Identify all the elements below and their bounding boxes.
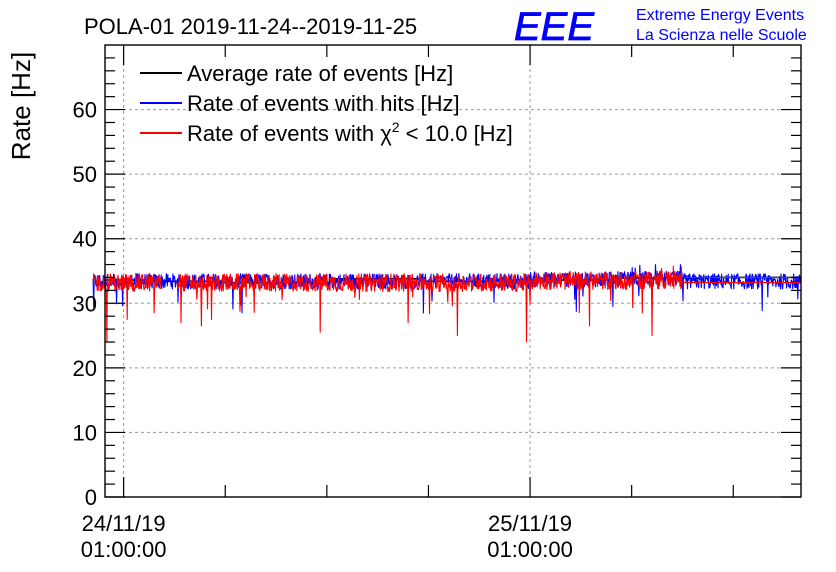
y-tick-label: 10: [73, 420, 97, 445]
chart-title: POLA-01 2019-11-24--2019-11-25: [84, 14, 417, 39]
legend-text: Average rate of events [Hz]: [187, 61, 453, 86]
y-tick-label: 30: [73, 291, 97, 316]
legend-superscript: 2: [392, 119, 400, 135]
eee-logo-line-2: La Scienza nelle Scuole: [636, 27, 807, 44]
series-line-2: [92, 265, 801, 343]
legend-text: Rate of events with χ: [187, 121, 392, 146]
y-tick-label: 20: [73, 356, 97, 381]
series-layer: [92, 264, 802, 343]
eee-logo-line-1: Extreme Energy Events: [636, 7, 804, 24]
x-tick-time: 01:00:00: [487, 537, 573, 562]
y-tick-label: 50: [73, 162, 97, 187]
series-line-1: [92, 264, 802, 314]
x-tick-date: 25/11/19: [488, 511, 572, 536]
plot-frame: [104, 44, 802, 498]
y-tick-labels: 0 10 20 30 40 50 60: [73, 98, 97, 510]
legend-suffix: < 10.0 [Hz]: [400, 121, 513, 146]
legend-entry-0: Average rate of events [Hz]: [187, 61, 453, 86]
axis-ticks: [105, 45, 801, 498]
y-tick-label: 0: [85, 485, 97, 510]
y-tick-label: 40: [73, 227, 97, 252]
legend-text: Rate of events with hits [Hz]: [187, 91, 460, 116]
eee-logo-mark: EEE: [514, 5, 595, 49]
legend-entry-2: Rate of events with χ2 < 10.0 [Hz]: [187, 119, 513, 146]
grid-lines: [105, 45, 801, 497]
x-tick-time: 01:00:00: [81, 537, 167, 562]
legend: Average rate of events [Hz] Rate of event…: [140, 61, 513, 146]
x-tick-date: 24/11/19: [82, 511, 166, 536]
y-tick-label: 60: [73, 98, 97, 123]
y-axis-label: Rate [Hz]: [6, 52, 36, 160]
legend-entry-1: Rate of events with hits [Hz]: [187, 91, 460, 116]
eee-logo: EEE Extreme Energy Events La Scienza nel…: [514, 5, 807, 50]
